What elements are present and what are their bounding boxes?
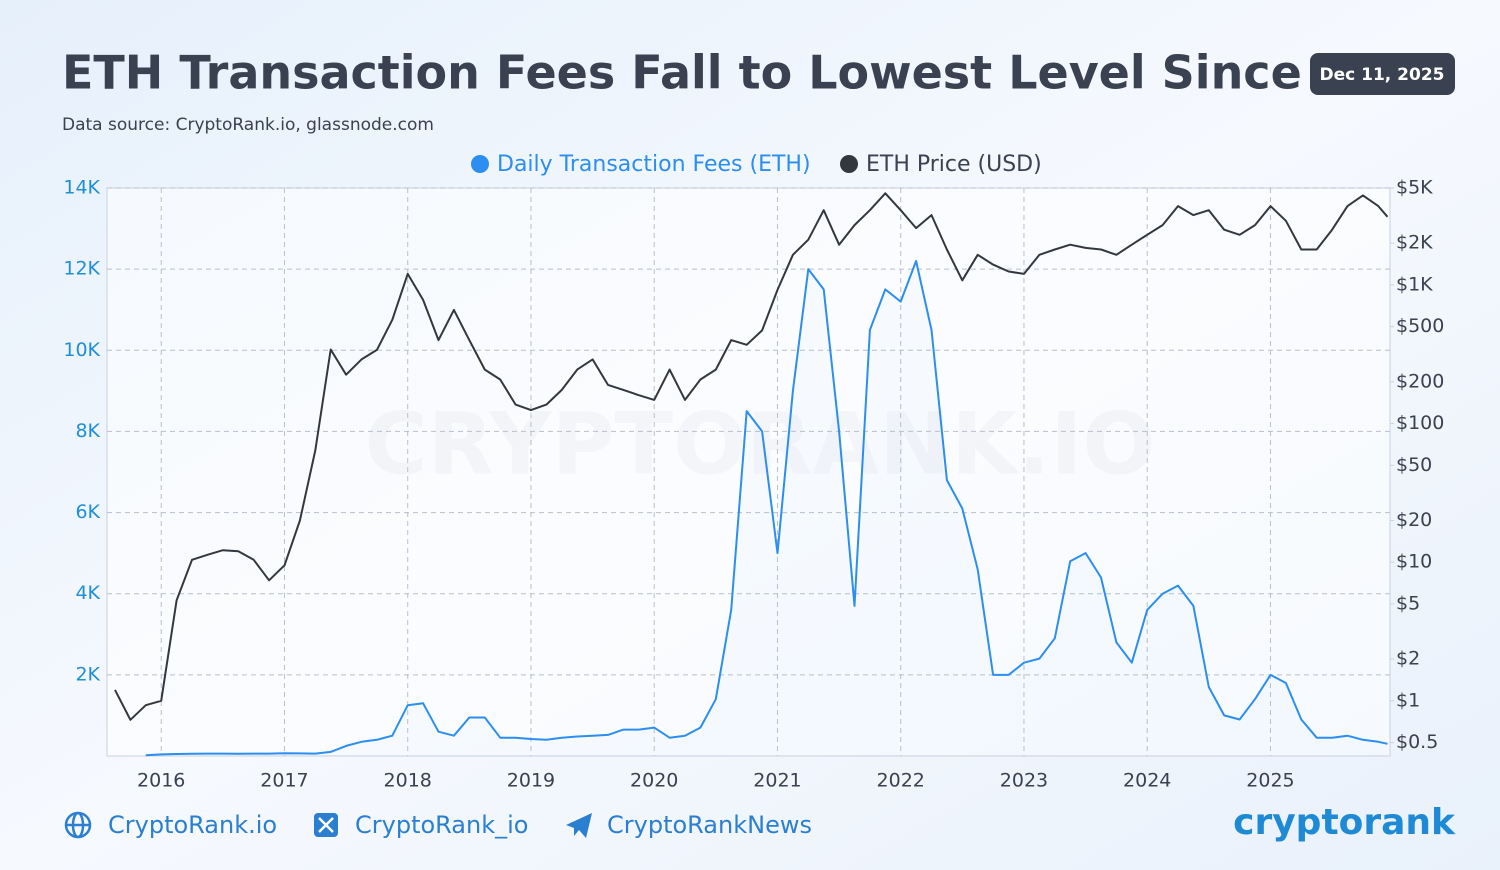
line [114, 192, 1389, 721]
x-tick-label: 2025 [1246, 770, 1294, 792]
legend-label: Daily Transaction Fees (ETH) [497, 152, 811, 177]
y-tick-label: 4K [75, 582, 100, 604]
y2-tick-label: $100 [1396, 412, 1444, 434]
y-tick-label: 6K [75, 501, 100, 523]
x-tick-label: 2023 [1000, 770, 1048, 792]
y2-tick-label: $2K [1396, 232, 1433, 254]
y2-tick-label: $10 [1396, 551, 1432, 573]
line [145, 260, 1388, 757]
y2-tick-label: $50 [1396, 454, 1432, 476]
y2-tick-label: $5 [1396, 592, 1420, 614]
subtitle: Data source: CryptoRank.io, glassnode.co… [62, 115, 434, 135]
x-tick-label: 2024 [1123, 770, 1171, 792]
footer-link: CryptoRank.io [108, 811, 277, 839]
y2-tick-label: $5K [1396, 177, 1433, 199]
y-tick-label: 8K [75, 420, 100, 442]
footer-link: CryptoRankNews [607, 811, 812, 839]
footer-link: CryptoRank_io [355, 811, 528, 839]
telegram-icon [566, 813, 592, 838]
y2-tick-label: $0.5 [1396, 731, 1438, 753]
x-tick-label: 2022 [877, 770, 925, 792]
date-badge [1310, 53, 1455, 95]
y2-tick-label: $1 [1396, 689, 1420, 711]
x-tick-label: 2019 [507, 770, 555, 792]
logo: cryptorank [1233, 802, 1456, 843]
y-tick-label: 12K [63, 258, 100, 280]
y2-tick-label: $2 [1396, 648, 1420, 670]
y-tick-label: 10K [63, 339, 100, 361]
legend-marker [840, 155, 858, 173]
date-badge-text: Dec 11, 2025 [1320, 65, 1445, 85]
x-tick-label: 2020 [630, 770, 678, 792]
y2-tick-label: $20 [1396, 509, 1432, 531]
y-tick-label: 14K [63, 177, 100, 199]
legend-label: ETH Price (USD) [866, 152, 1042, 177]
y2-tick-label: $1K [1396, 273, 1433, 295]
x-tick-label: 2017 [260, 770, 308, 792]
footer: CryptoRank.io CryptoRank_io CryptoRankNews… [64, 802, 1456, 843]
x-tick-label: 2018 [384, 770, 432, 792]
x-tick-label: 2021 [753, 770, 801, 792]
globe-icon [64, 811, 92, 839]
x-icon [314, 813, 338, 837]
area [145, 261, 1388, 756]
chart-title: ETH Transaction Fees Fall to Lowest Leve… [62, 46, 1446, 100]
y2-tick-label: $200 [1396, 370, 1444, 392]
y-tick-label: 2K [75, 663, 100, 685]
y2-tick-label: $500 [1396, 315, 1444, 337]
legend-marker [471, 155, 489, 173]
x-tick-label: 2016 [137, 770, 185, 792]
